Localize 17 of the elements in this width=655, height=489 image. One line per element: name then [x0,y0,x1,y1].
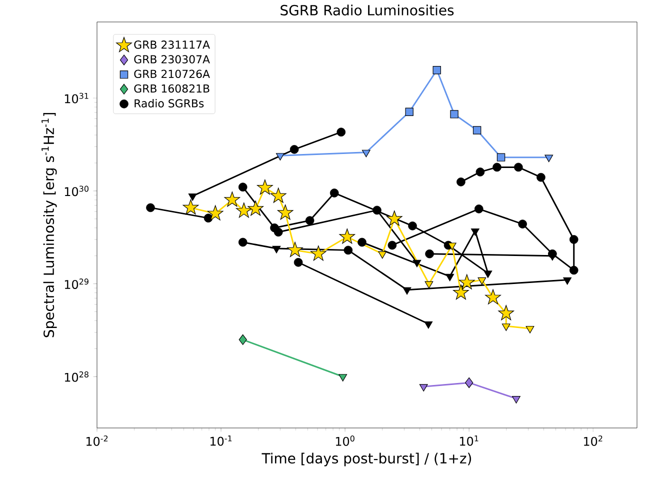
legend-label: GRB 231117A [134,40,210,49]
y-tick-label: 10$^{29}$ [64,278,88,289]
legend-label: GRB 210726A [134,70,210,78]
y-tick-label: 10$^{28}$ [64,371,88,382]
legend-label: GRB 230307A [134,55,210,64]
x-axis-title: Time [days post-burst] / (1+z) [262,452,472,466]
x-tick-label: 10$^{0}$ [336,435,354,446]
x-tick-label: 10$^{-1}$ [210,435,232,446]
y-tick-label: 10$^{31}$ [64,92,88,104]
legend-label: GRB 160821B [134,84,210,93]
chart-title: SGRB Radio Luminosities [280,4,454,16]
x-tick-label: 10$^{1}$ [460,435,478,446]
x-tick-label: 10$^{2}$ [584,435,602,446]
legend-label: Radio SGRBs [134,98,204,108]
y-tick-label: 10$^{30}$ [64,186,88,196]
x-tick-label: 10$^{-2}$ [86,435,108,446]
y-axis-title: Spectral Luminosity [erg s$^{-1}$Hz$^{-1}$] [42,113,57,338]
